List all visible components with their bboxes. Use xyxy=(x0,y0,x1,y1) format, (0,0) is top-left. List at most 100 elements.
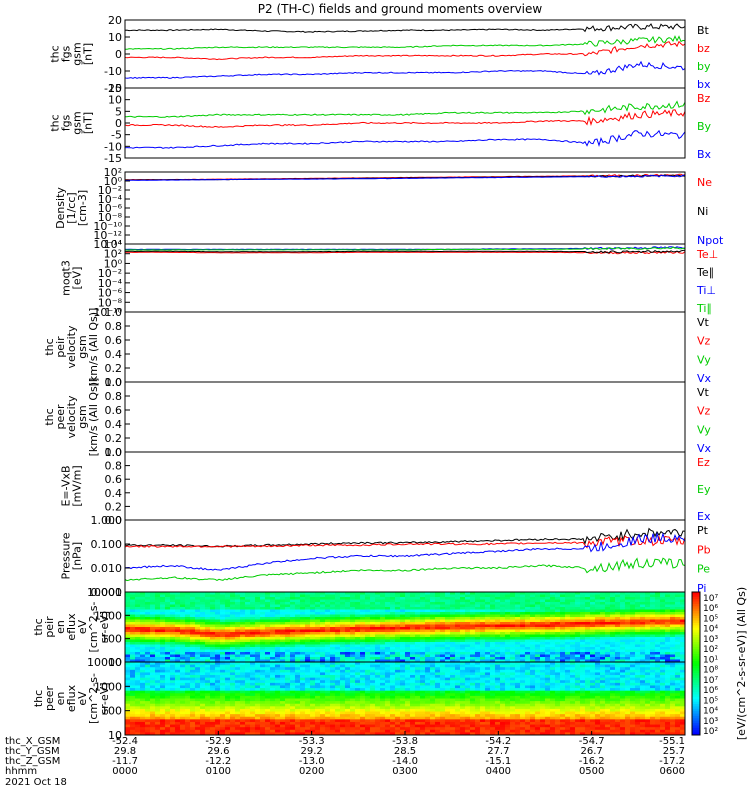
spectrogram-cell xyxy=(385,688,391,692)
spectrogram-cell xyxy=(370,637,376,640)
spectrogram-cell xyxy=(520,592,526,595)
spectrogram-cell xyxy=(365,685,371,689)
spectrogram-cell xyxy=(430,602,436,605)
spectrogram-cell xyxy=(475,657,481,660)
spectrogram-cell xyxy=(295,677,301,681)
spectrogram-cell xyxy=(585,659,591,663)
spectrogram-cell xyxy=(480,644,486,648)
spectrogram-cell xyxy=(665,649,671,653)
spectrogram-cell xyxy=(515,594,521,598)
spectrogram-cell xyxy=(420,708,426,713)
spectrogram-cell xyxy=(590,659,596,663)
spectrogram-cell xyxy=(410,719,416,723)
spectrogram-cell xyxy=(490,634,496,638)
spectrogram-cell xyxy=(210,649,216,653)
spectrogram-cell xyxy=(255,637,261,640)
spectrogram-cell xyxy=(400,672,406,676)
spectrogram-cell xyxy=(585,614,591,618)
spectrogram-cell xyxy=(320,654,326,658)
series-line-Bt xyxy=(124,23,686,33)
spectrogram-cell xyxy=(495,609,501,613)
spectrogram-cell xyxy=(340,599,346,603)
spectrogram-cell xyxy=(185,724,191,728)
spectrogram-cell xyxy=(350,680,356,684)
legend-Pb: Pb xyxy=(697,543,711,556)
spectrogram-cell xyxy=(300,614,306,618)
spectrogram-cell xyxy=(280,624,286,628)
spectrogram-cell xyxy=(325,634,331,638)
spectrogram-cell xyxy=(600,637,606,640)
legend-Ey: Ey xyxy=(697,483,711,496)
spectrogram-cell xyxy=(220,682,226,686)
spectrogram-cell xyxy=(285,609,291,613)
spectrogram-cell xyxy=(210,677,216,681)
spectrogram-cell xyxy=(295,721,301,726)
spectrogram-cell xyxy=(300,609,306,613)
spectrogram-cell xyxy=(415,654,421,658)
spectrogram-cell xyxy=(420,647,426,650)
spectrogram-cell xyxy=(220,721,226,726)
spectrogram-cell xyxy=(210,632,216,635)
spectrogram-cell xyxy=(130,644,136,648)
spectrogram-cell xyxy=(530,614,536,618)
spectrogram-cell xyxy=(360,690,366,694)
spectrogram-cell xyxy=(395,714,401,718)
spectrogram-cell xyxy=(160,727,166,731)
spectrogram-cell xyxy=(345,675,351,679)
spectrogram-cell xyxy=(335,659,341,663)
spectrogram-cell xyxy=(585,594,591,598)
spectrogram-cell xyxy=(335,614,341,618)
spectrogram-cell xyxy=(660,614,666,618)
spectrogram-cell xyxy=(460,654,466,658)
y-tick-label: 0.4 xyxy=(105,487,123,500)
spectrogram-cell xyxy=(645,644,651,648)
spectrogram-cell xyxy=(275,614,281,618)
spectrogram-cell xyxy=(200,662,206,666)
spectrogram-cell xyxy=(565,652,571,655)
spectrogram-cell xyxy=(315,703,321,707)
spectrogram-cell xyxy=(335,652,341,655)
spectrogram-cell xyxy=(460,597,466,600)
spectrogram-cell xyxy=(155,654,161,658)
spectrogram-cell xyxy=(535,639,541,643)
spectrogram-cell xyxy=(380,667,386,671)
spectrogram-cell xyxy=(360,680,366,684)
spectrogram-cell xyxy=(480,607,486,610)
spectrogram-cell xyxy=(265,714,271,718)
spectrogram-cell xyxy=(625,642,631,645)
spectrogram-cell xyxy=(365,619,371,623)
spectrogram-cell xyxy=(250,703,256,707)
spectrogram-cell xyxy=(335,662,341,666)
spectrogram-cell xyxy=(600,654,606,658)
spectrogram-cell xyxy=(470,619,476,623)
spectrogram-cell xyxy=(520,617,526,620)
spectrogram-cell xyxy=(300,627,306,630)
spectrogram-cell xyxy=(235,652,241,655)
spectrogram-cell xyxy=(375,727,381,731)
spectrogram-cell xyxy=(245,685,251,689)
spectrogram-cell xyxy=(230,662,236,666)
spectrogram-cell xyxy=(590,597,596,600)
spectrogram-cell xyxy=(375,721,381,726)
spectrogram-cell xyxy=(455,604,461,608)
spectrogram-cell xyxy=(150,619,156,623)
spectrogram-cell xyxy=(505,602,511,605)
spectrogram-cell xyxy=(670,602,676,605)
spectrogram-cell xyxy=(210,597,216,600)
spectrogram-cell xyxy=(500,644,506,648)
spectrogram-cell xyxy=(385,672,391,676)
spectrogram-cell xyxy=(335,729,341,733)
spectrogram-cell xyxy=(350,727,356,731)
spectrogram-cell xyxy=(630,654,636,658)
spectrogram-cell xyxy=(180,617,186,620)
y-tick-label: 0.4 xyxy=(105,348,123,361)
spectrogram-cell xyxy=(135,644,141,648)
spectrogram-cell xyxy=(245,654,251,658)
spectrogram-cell xyxy=(280,627,286,630)
spectrogram-cell xyxy=(245,602,251,605)
spectrogram-cell xyxy=(460,624,466,628)
spectrogram-cell xyxy=(540,609,546,613)
spectrogram-cell xyxy=(390,622,396,625)
spectrogram-cell xyxy=(225,662,231,666)
spectrogram-cell xyxy=(560,607,566,610)
